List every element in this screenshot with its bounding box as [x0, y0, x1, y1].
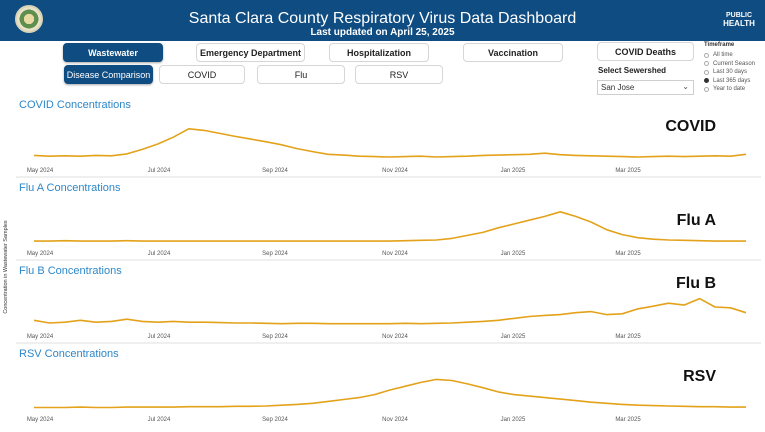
x-tick-label: Sep 2024: [262, 334, 288, 340]
county-seal-icon: [15, 5, 43, 33]
timeframe-option[interactable]: Year to date: [704, 85, 745, 93]
tab-emergency-department[interactable]: Emergency Department: [196, 43, 305, 62]
chart-panel-flu-b: Flu B Concentrations Flu B May 2024 Jul 2…: [16, 264, 761, 344]
page-title: Santa Clara County Respiratory Virus Dat…: [188, 10, 577, 27]
timeframe-option[interactable]: Last 30 days: [704, 68, 747, 76]
last-updated-text: Last updated on April 25, 2025: [310, 27, 455, 38]
radio-icon: [704, 86, 709, 92]
timeframe-label: Timeframe: [704, 42, 735, 48]
x-tick-label: Nov 2024: [382, 251, 408, 257]
x-tick-label: Jul 2024: [148, 417, 171, 423]
timeframe-option[interactable]: Current Season: [704, 60, 755, 68]
x-tick-label: Mar 2025: [615, 417, 641, 423]
timeframe-option-label: Last 365 days: [713, 77, 751, 84]
x-tick-label: Nov 2024: [382, 334, 408, 340]
chart-panel-rsv: RSV Concentrations RSV May 2024 Jul 2024 S…: [16, 347, 761, 427]
panel-title: Flu B Concentrations: [19, 265, 122, 277]
tab-covid[interactable]: COVID: [159, 65, 245, 84]
sewershed-value: San Jose: [601, 83, 635, 92]
panel-virus-label: Flu A: [676, 212, 716, 229]
chart-panel-covid: COVID Concentrations COVID May 2024 Jul 2…: [16, 98, 761, 178]
radio-icon: [704, 52, 709, 58]
sewershed-label: Select Sewershed: [598, 66, 667, 75]
tab-rsv[interactable]: RSV: [355, 65, 443, 84]
covid-chart: May 2024 Jul 2024 Sep 2024 Nov 2024 Jan 2025…: [27, 128, 747, 174]
x-tick-label: May 2024: [27, 334, 54, 340]
x-tick-label: Mar 2025: [615, 251, 641, 257]
chart-panel-flu-a: Flu A Concentrations Flu A May 2024 Jul 2…: [16, 181, 761, 261]
timeframe-option[interactable]: All time: [704, 51, 733, 59]
timeframe-option-label: Year to date: [713, 86, 746, 92]
x-tick-label: May 2024: [27, 168, 54, 174]
timeframe-option[interactable]: Last 365 days: [704, 77, 750, 85]
tab-flu[interactable]: Flu: [257, 65, 345, 84]
radio-icon: [704, 78, 709, 83]
x-tick-label: Jan 2025: [501, 334, 526, 340]
tab-covid-deaths[interactable]: COVID Deaths: [597, 42, 694, 61]
x-tick-label: Jul 2024: [148, 168, 171, 174]
dashboard-header: Santa Clara County Respiratory Virus Dat…: [0, 0, 765, 41]
tab-wastewater[interactable]: Wastewater: [63, 43, 163, 62]
x-tick-label: Sep 2024: [262, 251, 288, 257]
panel-virus-label: RSV: [683, 368, 716, 385]
panel-virus-label: COVID: [665, 118, 716, 135]
tab-hospitalization[interactable]: Hospitalization: [329, 43, 429, 62]
x-tick-label: Jan 2025: [501, 168, 526, 174]
rsv-chart: May 2024 Jul 2024 Sep 2024 Nov 2024 Jan 2025…: [27, 378, 746, 423]
x-tick-label: May 2024: [27, 251, 54, 257]
timeframe-option-label: All time: [713, 52, 733, 58]
flu-b-chart: May 2024 Jul 2024 Sep 2024 Nov 2024 Jan 2025…: [27, 297, 747, 340]
x-tick-label: Nov 2024: [382, 417, 408, 423]
radio-icon: [704, 61, 709, 66]
timeframe-option-label: Last 30 days: [713, 69, 748, 75]
panel-virus-label: Flu B: [676, 275, 716, 292]
panel-title: Flu A Concentrations: [19, 182, 121, 194]
x-tick-label: Sep 2024: [262, 417, 288, 423]
flu-a-chart: May 2024 Jul 2024 Sep 2024 Nov 2024 Jan 2025…: [27, 211, 746, 257]
y-axis-title: Concentration in Wastewater Samples: [3, 220, 9, 314]
panel-title: RSV Concentrations: [19, 348, 119, 360]
x-tick-label: Jan 2025: [501, 251, 526, 257]
tab-disease-comparison[interactable]: Disease Comparison: [64, 65, 153, 84]
radio-icon: [704, 69, 709, 75]
x-tick-label: Jul 2024: [148, 251, 171, 257]
sewershed-select[interactable]: San Jose ⌄: [597, 80, 694, 95]
x-tick-label: Jan 2025: [501, 417, 526, 423]
logo-text-top: PUBLIC: [725, 12, 753, 19]
timeframe-option-label: Current Season: [713, 60, 756, 67]
concentration-line: [34, 211, 746, 242]
concentration-line: [33, 297, 747, 325]
x-tick-label: Nov 2024: [382, 168, 408, 174]
x-tick-label: Sep 2024: [262, 168, 288, 174]
x-tick-label: May 2024: [27, 417, 54, 423]
x-tick-label: Jul 2024: [148, 334, 171, 340]
concentration-line: [33, 128, 747, 158]
x-tick-label: Mar 2025: [615, 334, 641, 340]
concentration-line: [34, 378, 746, 409]
public-health-logo-icon: PUBLIC HEALTH: [722, 12, 756, 28]
x-tick-label: Mar 2025: [615, 168, 641, 174]
tab-vaccination[interactable]: Vaccination: [463, 43, 563, 62]
chevron-down-icon: ⌄: [682, 82, 689, 91]
logo-text-bottom: HEALTH: [723, 19, 755, 28]
panel-title: COVID Concentrations: [19, 99, 131, 111]
